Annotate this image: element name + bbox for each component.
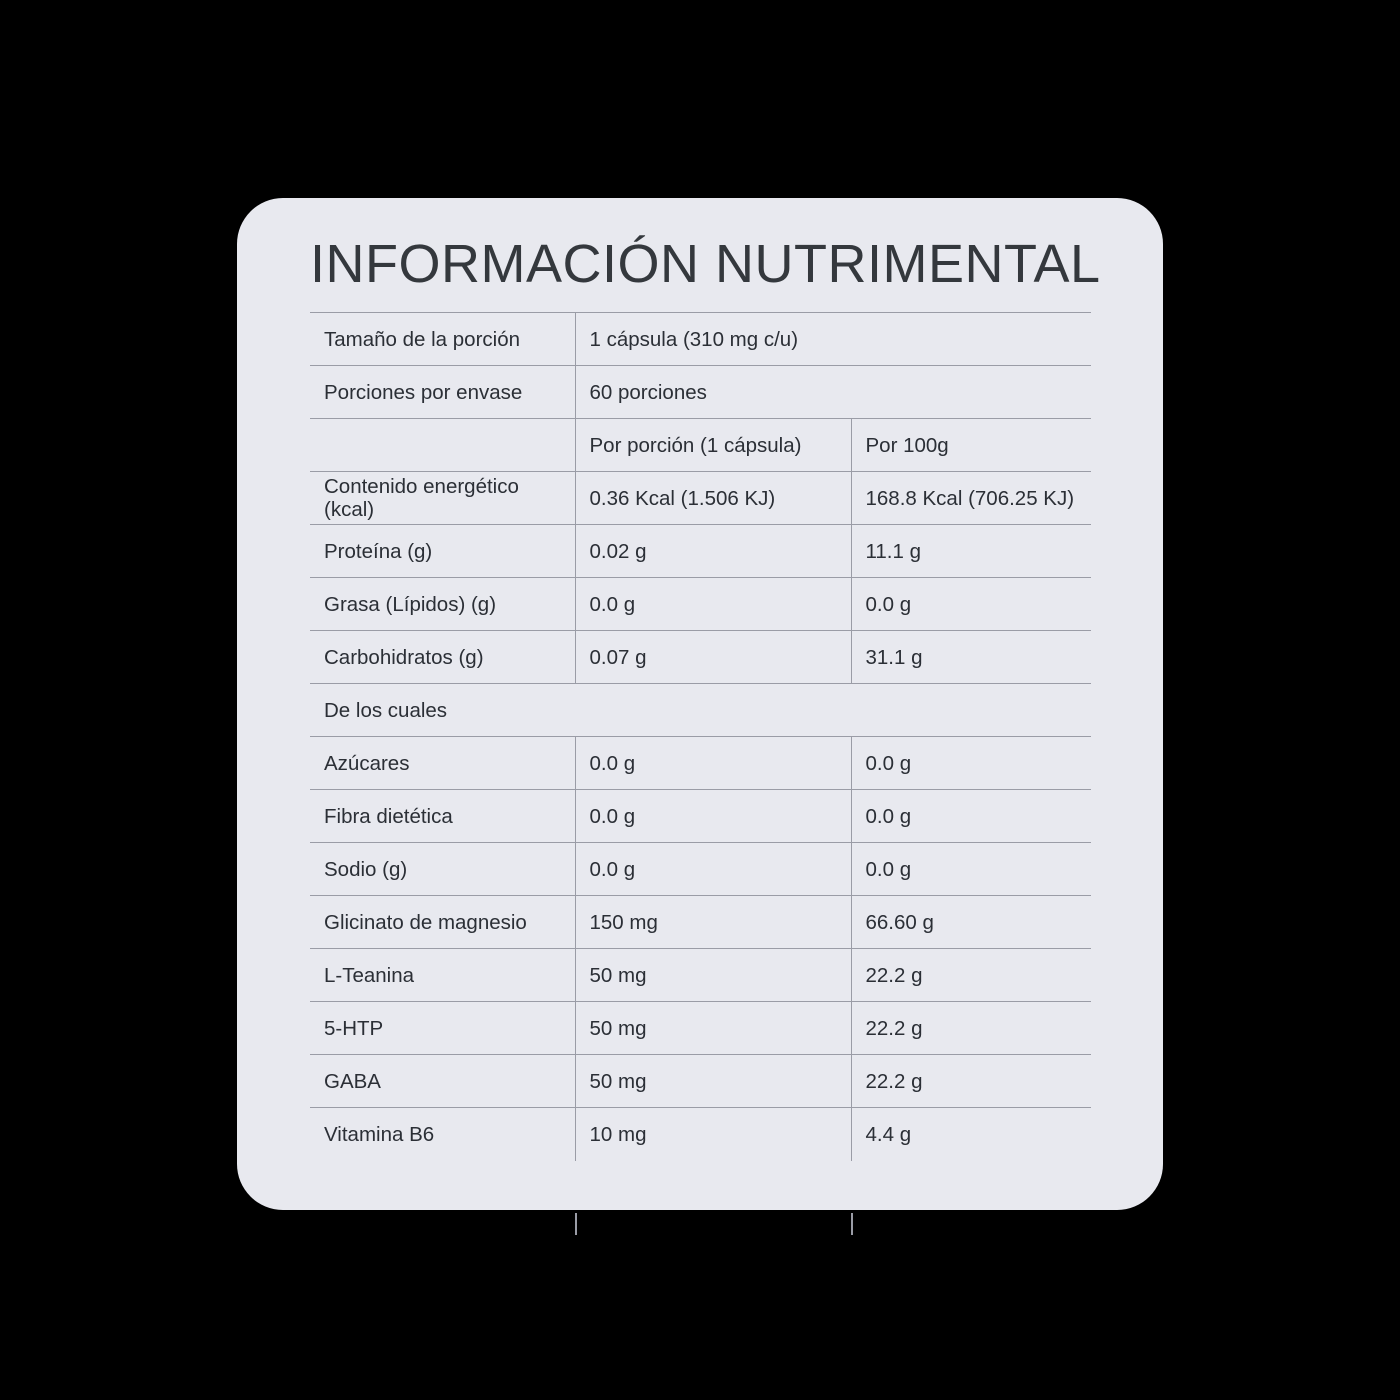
row-value-per-serving: 0.0 g <box>574 577 851 631</box>
table-row-sugars: Azúcares 0.0 g 0.0 g <box>310 736 1091 790</box>
table-row-fiber: Fibra dietética 0.0 g 0.0 g <box>310 789 1091 843</box>
row-value-per-100g: 0.0 g <box>850 842 1091 896</box>
row-value-per-100g: 168.8 Kcal (706.25 KJ) <box>850 471 1091 525</box>
row-label: Glicinato de magnesio <box>310 895 575 949</box>
table-row-magnesium-glycinate: Glicinato de magnesio 150 mg 66.60 g <box>310 895 1091 949</box>
row-value-per-100g: 11.1 g <box>850 524 1091 578</box>
table-row-gaba: GABA 50 mg 22.2 g <box>310 1054 1091 1108</box>
table-row-vitamin-b6: Vitamina B6 10 mg 4.4 g <box>310 1107 1091 1161</box>
row-value-per-100g: 31.1 g <box>850 630 1091 684</box>
row-value-per-serving: 0.0 g <box>574 842 851 896</box>
row-value-per-100g: 22.2 g <box>850 948 1091 1002</box>
row-value-per-100g: 22.2 g <box>850 1054 1091 1108</box>
table-row-l-theanine: L-Teanina 50 mg 22.2 g <box>310 948 1091 1002</box>
column-header-per-serving: Por porción (1 cápsula) <box>574 418 851 472</box>
row-value-per-serving: 10 mg <box>574 1107 851 1161</box>
row-value-per-100g: 0.0 g <box>850 736 1091 790</box>
row-value-per-100g: 66.60 g <box>850 895 1091 949</box>
column-header-per-100g: Por 100g <box>850 418 1091 472</box>
table-row-carbohydrates: Carbohidratos (g) 0.07 g 31.1 g <box>310 630 1091 684</box>
column-header-blank <box>310 418 575 472</box>
table-row-serving-size: Tamaño de la porción 1 cápsula (310 mg c… <box>310 312 1091 366</box>
row-value-per-serving: 0.07 g <box>574 630 851 684</box>
row-value-per-100g: 4.4 g <box>850 1107 1091 1161</box>
row-value-per-serving: 50 mg <box>574 948 851 1002</box>
row-label: L-Teanina <box>310 948 575 1002</box>
row-label: Grasa (Lípidos) (g) <box>310 577 575 631</box>
row-label: Vitamina B6 <box>310 1107 575 1161</box>
row-label: Sodio (g) <box>310 842 575 896</box>
row-value: 1 cápsula (310 mg c/u) <box>574 312 1091 366</box>
table-row-protein: Proteína (g) 0.02 g 11.1 g <box>310 524 1091 578</box>
table-subheading-row: De los cuales <box>310 683 1091 737</box>
table-row-fat: Grasa (Lípidos) (g) 0.0 g 0.0 g <box>310 577 1091 631</box>
nutrition-facts-table: Tamaño de la porción 1 cápsula (310 mg c… <box>310 312 1091 1161</box>
row-label: GABA <box>310 1054 575 1108</box>
row-value-per-100g: 0.0 g <box>850 789 1091 843</box>
row-value-per-serving: 50 mg <box>574 1001 851 1055</box>
row-value-per-serving: 0.0 g <box>574 736 851 790</box>
row-label: Tamaño de la porción <box>310 312 575 366</box>
row-value-per-100g: 0.0 g <box>850 577 1091 631</box>
table-header-row: Por porción (1 cápsula) Por 100g <box>310 418 1091 472</box>
table-row-energy: Contenido energético (kcal) 0.36 Kcal (1… <box>310 471 1091 525</box>
column-divider-stub-right <box>851 1213 853 1235</box>
table-row-servings-per-container: Porciones por envase 60 porciones <box>310 365 1091 419</box>
row-label: Contenido energético (kcal) <box>310 471 575 525</box>
row-value-per-serving: 50 mg <box>574 1054 851 1108</box>
row-value-per-serving: 0.0 g <box>574 789 851 843</box>
row-value-per-serving: 0.02 g <box>574 524 851 578</box>
row-label-line1: Contenido energético <box>324 475 519 498</box>
row-label: 5-HTP <box>310 1001 575 1055</box>
row-label: Carbohidratos (g) <box>310 630 575 684</box>
row-value-per-serving: 0.36 Kcal (1.506 KJ) <box>574 471 851 525</box>
row-label: Proteína (g) <box>310 524 575 578</box>
row-label: Azúcares <box>310 736 575 790</box>
table-row-sodium: Sodio (g) 0.0 g 0.0 g <box>310 842 1091 896</box>
row-label: Porciones por envase <box>310 365 575 419</box>
row-label-line2: (kcal) <box>324 498 375 521</box>
row-value-per-100g: 22.2 g <box>850 1001 1091 1055</box>
table-row-5-htp: 5-HTP 50 mg 22.2 g <box>310 1001 1091 1055</box>
nutrition-facts-panel: INFORMACIÓN NUTRIMENTAL Tamaño de la por… <box>237 198 1163 1235</box>
row-label: Fibra dietética <box>310 789 575 843</box>
column-divider-stub-left <box>575 1213 577 1235</box>
page-title: INFORMACIÓN NUTRIMENTAL <box>310 234 1101 294</box>
row-value-per-serving: 150 mg <box>574 895 851 949</box>
row-value: 60 porciones <box>574 365 1091 419</box>
subheading-label: De los cuales <box>310 683 1091 737</box>
